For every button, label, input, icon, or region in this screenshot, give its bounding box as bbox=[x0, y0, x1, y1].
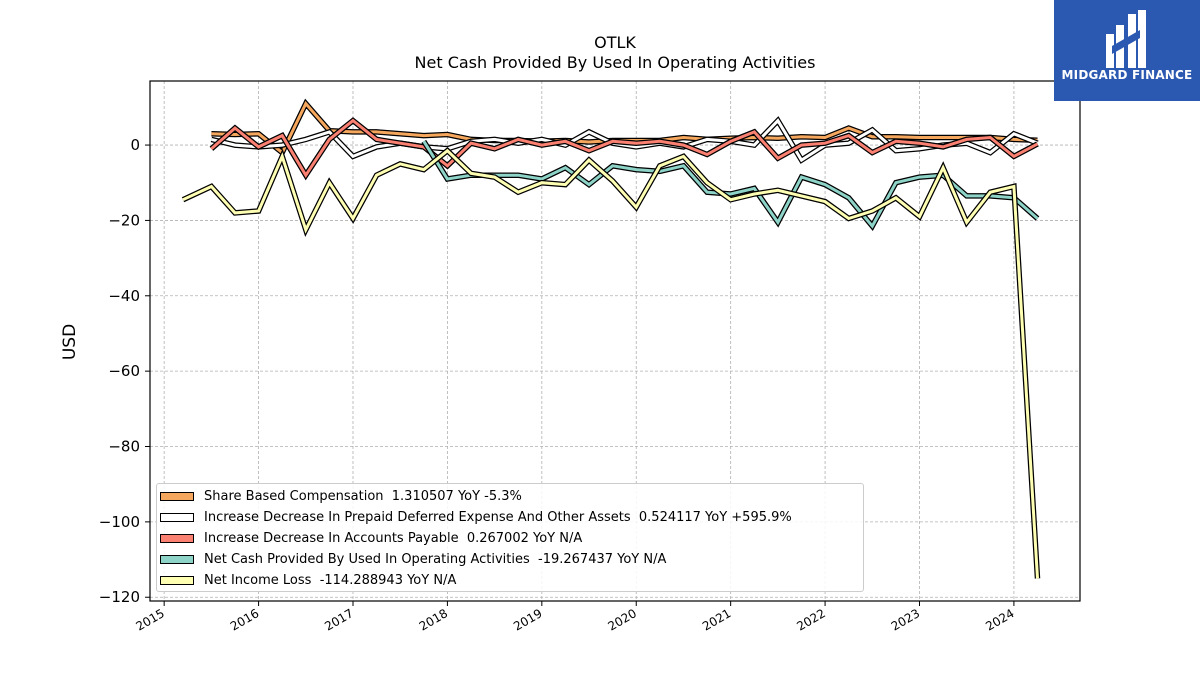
brand-logo: MIDGARD FINANCE bbox=[1054, 0, 1200, 101]
x-tick-label: 2019 bbox=[511, 606, 544, 633]
legend-label: Net Cash Provided By Used In Operating A… bbox=[204, 551, 667, 567]
legend-swatch bbox=[160, 533, 194, 543]
plot-area bbox=[149, 80, 1081, 602]
legend-label: Net Income Loss -114.288943 YoY N/A bbox=[204, 572, 457, 588]
x-tick-label: 2015 bbox=[133, 606, 166, 633]
y-tick-label: −100 bbox=[99, 513, 140, 531]
x-tick-label: 2020 bbox=[606, 606, 639, 633]
y-tick-label: −60 bbox=[108, 362, 140, 380]
legend-label: Share Based Compensation 1.310507 YoY -5… bbox=[204, 488, 522, 504]
legend-swatch bbox=[160, 512, 194, 522]
legend-swatch bbox=[160, 491, 194, 501]
series-line-accounts-payable bbox=[210, 118, 1039, 179]
y-tick-label: 0 bbox=[130, 136, 140, 154]
legend-item-prepaid-expense: Increase Decrease In Prepaid Deferred Ex… bbox=[160, 508, 792, 526]
legend: Share Based Compensation 1.310507 YoY -5… bbox=[156, 483, 864, 592]
legend-swatch bbox=[160, 554, 194, 564]
series-layer bbox=[181, 98, 1041, 579]
legend-swatch bbox=[160, 575, 194, 585]
x-tick-label: 2016 bbox=[228, 606, 261, 633]
x-tick-label: 2023 bbox=[889, 606, 922, 633]
series-line-net-income-loss bbox=[182, 148, 1039, 579]
legend-label: Increase Decrease In Prepaid Deferred Ex… bbox=[204, 509, 792, 525]
x-tick-label: 2017 bbox=[322, 606, 355, 633]
series-line-prepaid-expense bbox=[211, 118, 1039, 163]
series-line-net-cash-operating bbox=[422, 140, 1039, 229]
x-tick-label: 2018 bbox=[417, 606, 450, 633]
legend-label: Increase Decrease In Accounts Payable 0.… bbox=[204, 530, 583, 546]
x-tick-label: 2024 bbox=[983, 606, 1016, 633]
y-tick-label: −40 bbox=[108, 287, 140, 305]
legend-item-net-income-loss: Net Income Loss -114.288943 YoY N/A bbox=[160, 571, 456, 589]
x-tick-label: 2022 bbox=[794, 606, 827, 633]
y-tick-label: −80 bbox=[108, 438, 140, 456]
chart-title: OTLK bbox=[594, 33, 636, 52]
legend-item-share-based-compensation: Share Based Compensation 1.310507 YoY -5… bbox=[160, 487, 522, 505]
x-tick-label: 2021 bbox=[700, 606, 733, 633]
logo-text: MIDGARD FINANCE bbox=[1061, 68, 1193, 82]
y-tick-label: −20 bbox=[108, 211, 140, 229]
legend-item-accounts-payable: Increase Decrease In Accounts Payable 0.… bbox=[160, 529, 582, 547]
y-tick-label: −120 bbox=[99, 588, 140, 606]
logo-mark-icon bbox=[1106, 10, 1146, 68]
chart-subtitle: Net Cash Provided By Used In Operating A… bbox=[415, 53, 816, 72]
legend-item-net-cash-operating: Net Cash Provided By Used In Operating A… bbox=[160, 550, 666, 568]
y-axis-label: USD bbox=[60, 324, 80, 360]
